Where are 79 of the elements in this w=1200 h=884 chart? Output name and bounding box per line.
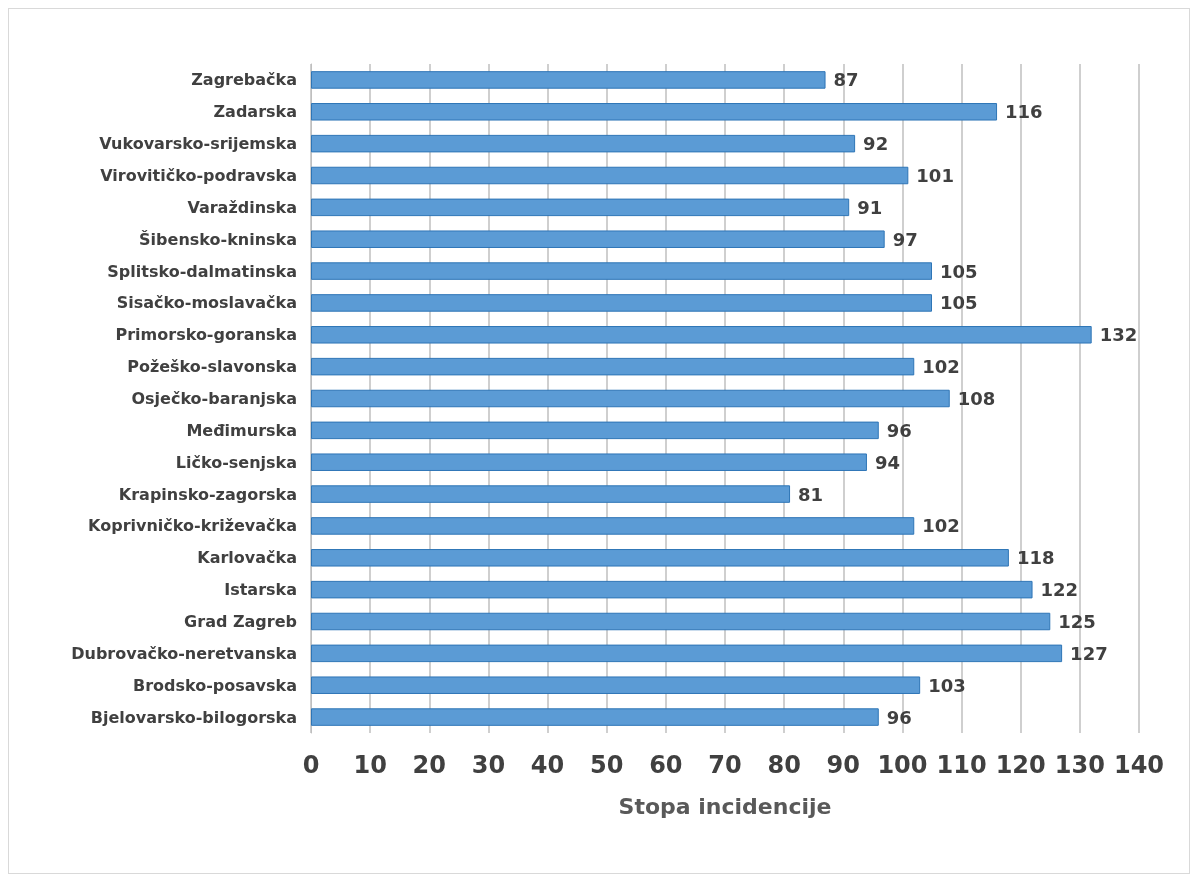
y-tick-label: Požeško-slavonska (127, 357, 297, 377)
bar (311, 580, 1033, 599)
data-label: 116 (1005, 101, 1043, 123)
y-tick-label: Ličko-senjska (175, 452, 297, 472)
y-tick-label: Primorsko-goranska (115, 325, 297, 345)
y-tick-label: Istarska (224, 580, 297, 600)
y-tick-label: Bjelovarsko-bilogorska (90, 707, 297, 727)
y-tick-label: Koprivničko-križevačka (88, 516, 297, 536)
x-tick-label: 140 (1113, 751, 1165, 779)
bar (311, 517, 915, 535)
data-label: 96 (886, 419, 912, 441)
bar (311, 612, 1051, 631)
x-tick-label: 120 (995, 751, 1046, 779)
bar (311, 676, 921, 694)
bar (311, 549, 1009, 567)
y-tick-label: Splitsko-dalmatinska (107, 261, 297, 281)
y-tick-label: Brodsko-posavska (132, 675, 297, 695)
data-label: 102 (922, 356, 960, 378)
data-label: 118 (1016, 547, 1055, 569)
y-tick-label: Zagrebačka (191, 70, 297, 90)
data-label: 94 (874, 451, 901, 473)
data-label: 96 (886, 706, 912, 728)
data-label: 92 (863, 133, 889, 155)
data-label: 122 (1040, 579, 1079, 601)
x-tick-label: 30 (471, 751, 506, 779)
data-label: 101 (916, 165, 954, 186)
data-label: 81 (798, 483, 824, 505)
x-tick-label: 130 (1054, 751, 1105, 779)
data-label: 103 (928, 674, 966, 696)
y-tick-label: Krapinsko-zagorska (118, 484, 297, 504)
x-tick-label: 70 (708, 751, 742, 779)
x-tick-label: 100 (877, 751, 928, 779)
bar (311, 453, 867, 471)
bar (311, 230, 885, 248)
y-tick-label: Šibensko-kninska (139, 229, 297, 249)
bar (311, 198, 850, 217)
bar (311, 485, 791, 503)
data-label: 125 (1058, 611, 1096, 632)
bar (311, 357, 915, 376)
y-tick-label: Sisačko-moslavačka (116, 293, 297, 313)
x-tick-label: 40 (530, 751, 565, 779)
y-tick-label: Karlovačka (197, 548, 297, 568)
x-tick-label: 80 (767, 751, 801, 779)
data-label: 127 (1070, 642, 1108, 664)
bar (311, 71, 826, 89)
y-tick-label: Zadarska (213, 102, 297, 122)
y-tick-label: Osječko-baranjska (131, 389, 297, 408)
bar (311, 294, 932, 312)
x-tick-label: 20 (412, 751, 446, 779)
x-tick-label: 10 (353, 751, 387, 779)
data-label: 105 (940, 292, 978, 314)
x-axis-title: Stopa incidencije (618, 793, 832, 819)
bar (311, 421, 879, 440)
data-label: 105 (940, 260, 978, 282)
bar (311, 166, 909, 185)
y-tick-label: Međimurska (186, 420, 297, 440)
data-label: 97 (892, 228, 918, 250)
data-label: 108 (957, 388, 996, 409)
y-tick-label: Virovitičko-podravska (100, 166, 297, 185)
data-label: 87 (833, 69, 859, 91)
data-label: 132 (1099, 324, 1138, 346)
x-tick-label: 110 (936, 751, 987, 779)
y-tick-label: Vukovarsko-srijemska (99, 134, 297, 154)
bar (311, 326, 1092, 344)
data-label: 102 (922, 515, 960, 537)
x-tick-label: 60 (649, 751, 683, 779)
bar (311, 389, 950, 408)
bar (311, 103, 998, 121)
x-tick-label: 90 (826, 751, 860, 779)
data-label: 91 (857, 196, 883, 218)
x-tick-label: 0 (302, 751, 320, 779)
bar (311, 644, 1063, 663)
y-tick-label: Dubrovačko-neretvanska (71, 643, 297, 663)
x-tick-label: 50 (590, 751, 624, 779)
bar (311, 262, 932, 280)
y-tick-label: Varaždinska (187, 197, 297, 217)
bar (311, 134, 856, 153)
bar (311, 708, 879, 726)
y-tick-label: Grad Zagreb (184, 612, 297, 631)
